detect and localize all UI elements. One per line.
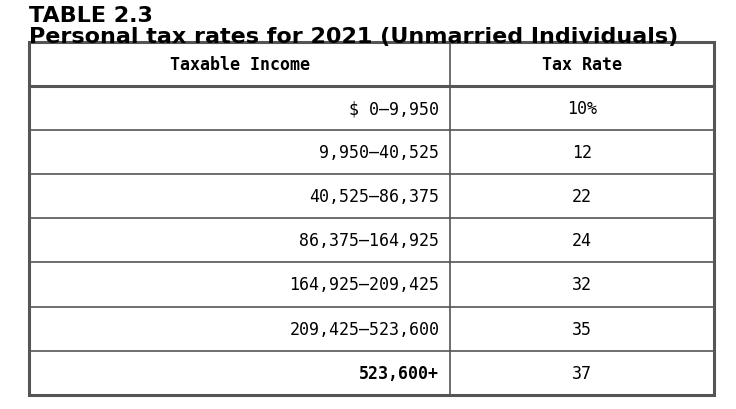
Text: Tax Rate: Tax Rate [542, 56, 622, 74]
Text: 37: 37 [572, 364, 592, 382]
Text: 10%: 10% [567, 100, 597, 118]
Text: 164,925–209,425: 164,925–209,425 [289, 276, 439, 294]
Text: 12: 12 [572, 144, 592, 162]
Text: Personal tax rates for 2021 (Unmarried Individuals): Personal tax rates for 2021 (Unmarried I… [29, 27, 679, 47]
Text: 40,525–86,375: 40,525–86,375 [309, 188, 439, 206]
Text: 209,425–523,600: 209,425–523,600 [289, 320, 439, 338]
Bar [29, 43, 714, 395]
Text: Taxable Income: Taxable Income [170, 56, 310, 74]
Text: 523,600+: 523,600+ [359, 364, 439, 382]
Text: 22: 22 [572, 188, 592, 206]
Text: 86,375–164,925: 86,375–164,925 [300, 232, 439, 250]
Text: 35: 35 [572, 320, 592, 338]
Text: 9,950–40,525: 9,950–40,525 [319, 144, 439, 162]
Text: $ 0–9,950: $ 0–9,950 [350, 100, 439, 118]
Text: 32: 32 [572, 276, 592, 294]
Text: 24: 24 [572, 232, 592, 250]
Text: TABLE 2.3: TABLE 2.3 [29, 6, 153, 26]
